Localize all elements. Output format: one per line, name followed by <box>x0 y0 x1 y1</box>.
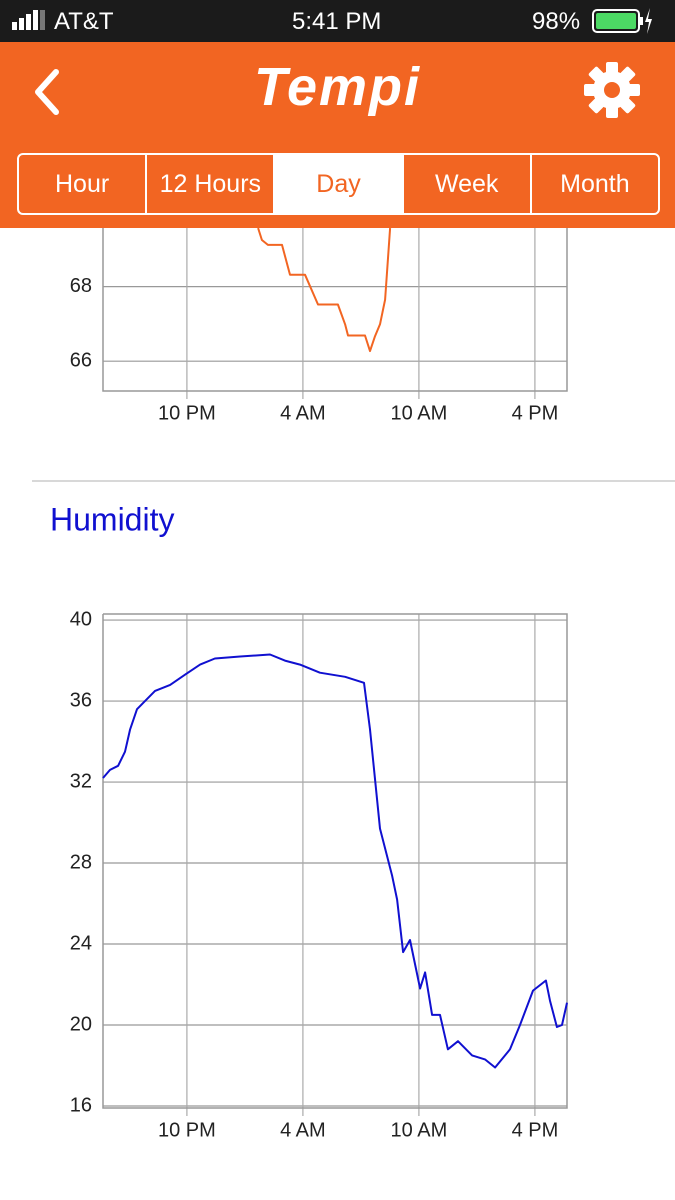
carrier: AT&T <box>54 8 114 35</box>
x-tick-label: 4 AM <box>280 402 326 424</box>
plot-frame <box>102 613 568 1109</box>
y-tick-label: 24 <box>70 932 92 954</box>
clock: 5:41 PM <box>292 8 382 35</box>
signal-icon <box>12 10 45 30</box>
back-button[interactable] <box>28 62 68 122</box>
x-tick-label: 10 AM <box>391 1119 448 1141</box>
tab[interactable]: Day <box>273 155 402 213</box>
y-tick-label: 20 <box>70 1013 92 1035</box>
header: Tempi Hour 12 Hours Day Week Month <box>0 42 675 228</box>
chart-title: Humidity <box>50 501 174 537</box>
x-tick-label: 4 PM <box>512 1119 559 1141</box>
y-tick-label: 16 <box>70 1094 92 1116</box>
plot-frame <box>102 227 568 392</box>
battery-level: 98% <box>532 8 581 35</box>
tab[interactable]: Week <box>401 155 530 213</box>
tab[interactable]: Month <box>529 155 658 213</box>
y-tick-label: 32 <box>70 770 92 792</box>
y-tick-label: 28 <box>70 851 92 873</box>
x-tick-label: 10 PM <box>158 402 216 424</box>
y-tick-label: 68 <box>70 275 92 297</box>
y-tick-label: 66 <box>70 349 92 371</box>
tab[interactable]: Hour <box>55 170 110 198</box>
tab[interactable]: 12 Hours <box>145 155 273 213</box>
x-tick-label: 10 PM <box>158 1119 216 1141</box>
settings-button[interactable] <box>582 60 642 120</box>
x-tick-label: 10 AM <box>391 402 448 424</box>
x-tick-label: 4 AM <box>280 1119 326 1141</box>
y-tick-label: 40 <box>70 608 92 630</box>
tab-bar: Hour 12 Hours Day Week Month <box>17 153 660 215</box>
data-line <box>102 653 568 1069</box>
data-line <box>257 227 392 353</box>
y-tick-label: 36 <box>70 689 92 711</box>
battery-icon <box>592 8 652 34</box>
x-tick-label: 4 PM <box>512 402 559 424</box>
status-bar: AT&T 5:41 PM 98% <box>0 0 675 42</box>
app-title: Tempi <box>253 57 422 117</box>
